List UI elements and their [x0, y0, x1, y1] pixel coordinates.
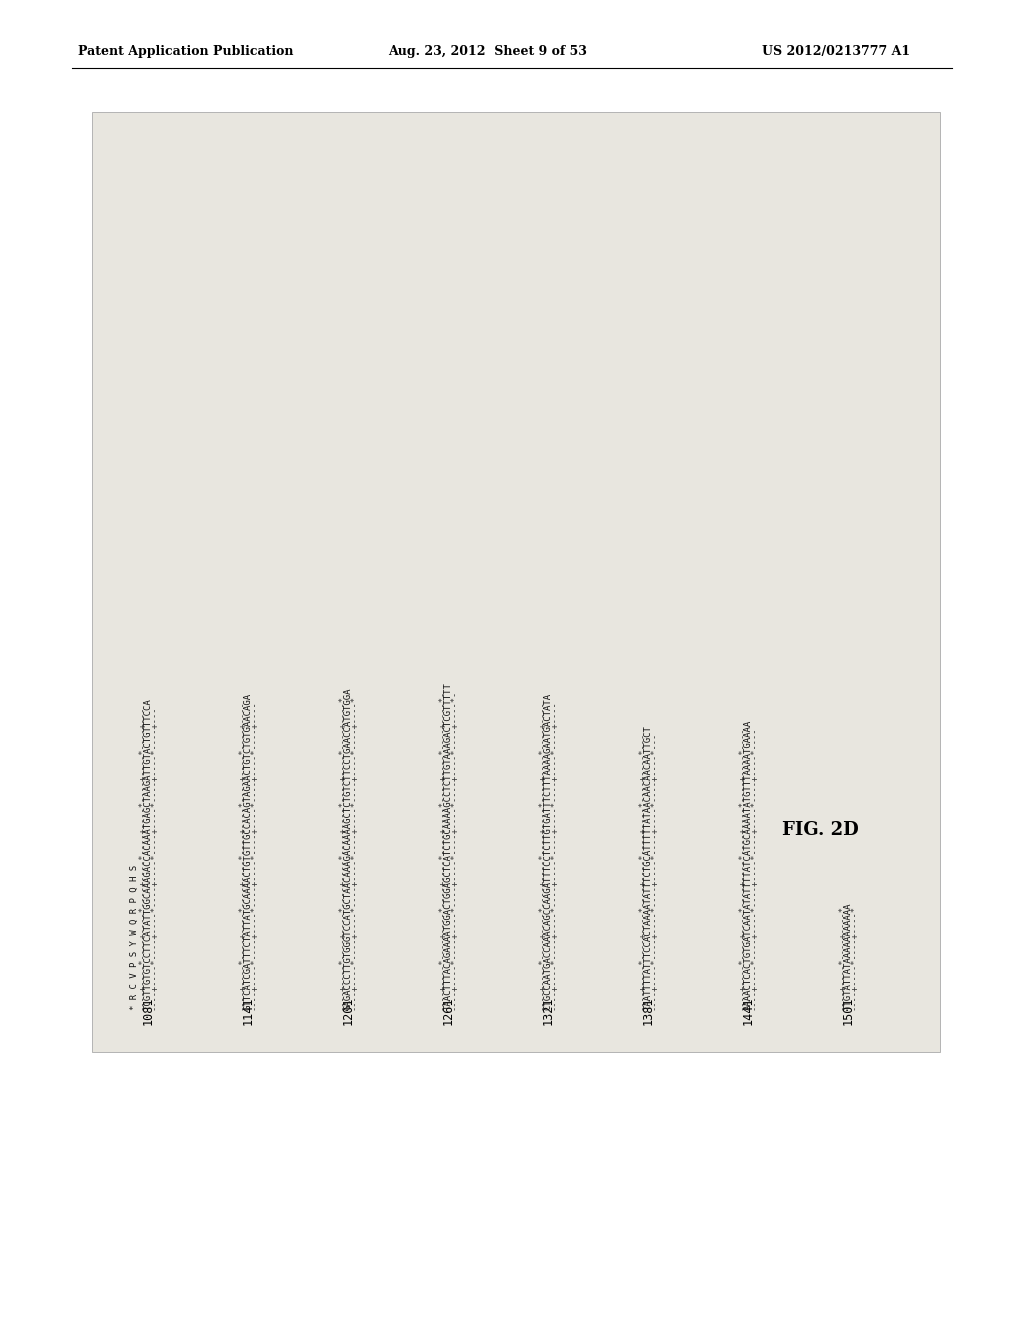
Text: ----+----*----+----*----+----*----+----*----+----*----: ----+----*----+----*----+----*----+----*… [750, 726, 759, 1010]
Text: ----+----*----+----*----+----*----+----*----+----*----+----: ----+----*----+----*----+----*----+----*… [550, 700, 558, 1010]
Text: 1201: 1201 [341, 997, 354, 1026]
Text: FIG. 2D: FIG. 2D [781, 821, 858, 840]
Text: ----+----*----+----*----+----*----+----*----+----*----+----*: ----+----*----+----*----+----*----+----*… [349, 696, 358, 1010]
Text: 1381: 1381 [641, 997, 654, 1026]
Text: ----+----*----+----*----+----*----+----*----+----*---: ----+----*----+----*----+----*----+----*… [638, 731, 646, 1010]
Text: GAGACCCTTGTGGGTCCATGCTAACAAAGACAAAAGCTCTGTCTTCCTGAACCATGTGGA: GAGACCCTTGTGGGTCCATGCTAACAAAGACAAAAGCTCT… [343, 688, 352, 1010]
Text: 1441: 1441 [741, 997, 755, 1026]
Text: ----+----*----+----*----+----*----+----*----+----*----+----*: ----+----*----+----*----+----*----+----*… [338, 696, 346, 1010]
Text: AAAACTCACTGTGATCAATATATTTTATCATGCAAAATATGTTTAAAATGAAAA: AAAACTCACTGTGATCAATATATTTTATCATGCAAAATAT… [743, 719, 753, 1010]
Text: ----+----*----+----*----+----*----+----*----+----*----+----: ----+----*----+----*----+----*----+----*… [538, 700, 547, 1010]
Text: 1261: 1261 [441, 997, 455, 1026]
FancyBboxPatch shape [92, 112, 940, 1052]
Text: GTTCATCGATTTCTATTATGCAAAACTGTGTTGCCACAGTAGAACTGTCTGTGAACAGA: GTTCATCGATTTCTATTATGCAAAACTGTGTTGCCACAGT… [244, 693, 253, 1010]
Text: 1501: 1501 [842, 997, 854, 1026]
Text: 1081: 1081 [141, 997, 155, 1026]
Text: 1321: 1321 [542, 997, 555, 1026]
Text: Aug. 23, 2012  Sheet 9 of 53: Aug. 23, 2012 Sheet 9 of 53 [388, 45, 587, 58]
Text: ----+----*----+----*----+----*----+----*----+----*---: ----+----*----+----*----+----*----+----*… [649, 731, 658, 1010]
Text: ----+----*----+----*----+----*----+----*----+----*----+----: ----+----*----+----*----+----*----+----*… [250, 700, 258, 1010]
Text: CTGCCAATGACCAAACAGCCAAGATTTCCTCTTGTGATTTCTTTAAAAGAATGACTATA: CTGCCAATGACCAAACAGCCAAGATTTCCTCTTGTGATTT… [544, 693, 553, 1010]
Text: ----+----*----+----*: ----+----*----+----* [838, 906, 847, 1010]
Text: ----+----*----+----*----+----*----+----*----+----*----+---: ----+----*----+----*----+----*----+----*… [150, 705, 159, 1010]
Text: 1141: 1141 [242, 997, 255, 1026]
Text: ----+----*----+----*----+----*----+----*----+----*----+----*-: ----+----*----+----*----+----*----+----*… [437, 690, 446, 1010]
Text: TCGTTGTGTCCTTCATATTGGCAAAGACCACAAATGAGCTAAGATTGTACTGTTTCCA: TCGTTGTGTCCTTCATATTGGCAAAGACCACAAATGAGCT… [143, 698, 153, 1010]
Text: ----+----*----+----*----+----*----+----*----+----*----+---: ----+----*----+----*----+----*----+----*… [137, 705, 146, 1010]
Text: * R C V P S Y W Q R P Q H S: * R C V P S Y W Q R P Q H S [129, 865, 138, 1010]
Text: ----+----*----+----*----+----*----+----*----+----*----+----*-: ----+----*----+----*----+----*----+----*… [450, 690, 459, 1010]
Text: US 2012/0213777 A1: US 2012/0213777 A1 [762, 45, 910, 58]
Text: Patent Application Publication: Patent Application Publication [78, 45, 294, 58]
Text: TAACTTTACAGAAAATGGACTGGAGCTCATCTGCAAAAGCCTCTTGTAAAGACTCGTTTTT: TAACTTTACAGAAAATGGACTGGAGCTCATCTGCAAAAGC… [443, 682, 453, 1010]
Text: TAATTTTATTTCCACTAAAATATTTCTGCATTTTTATAACAACAACAATTGCT: TAATTTTATTTCCACTAAAATATTTCTGCATTTTTATAAC… [643, 725, 652, 1010]
Text: TTGTATTATAAAAAAAAAAA: TTGTATTATAAAAAAAAAAA [844, 903, 853, 1010]
Text: ----+----*----+----*----+----*----+----*----+----*----+----: ----+----*----+----*----+----*----+----*… [238, 700, 247, 1010]
Text: ----+----*----+----*: ----+----*----+----* [850, 906, 858, 1010]
Text: ----+----*----+----*----+----*----+----*----+----*----: ----+----*----+----*----+----*----+----*… [737, 726, 746, 1010]
